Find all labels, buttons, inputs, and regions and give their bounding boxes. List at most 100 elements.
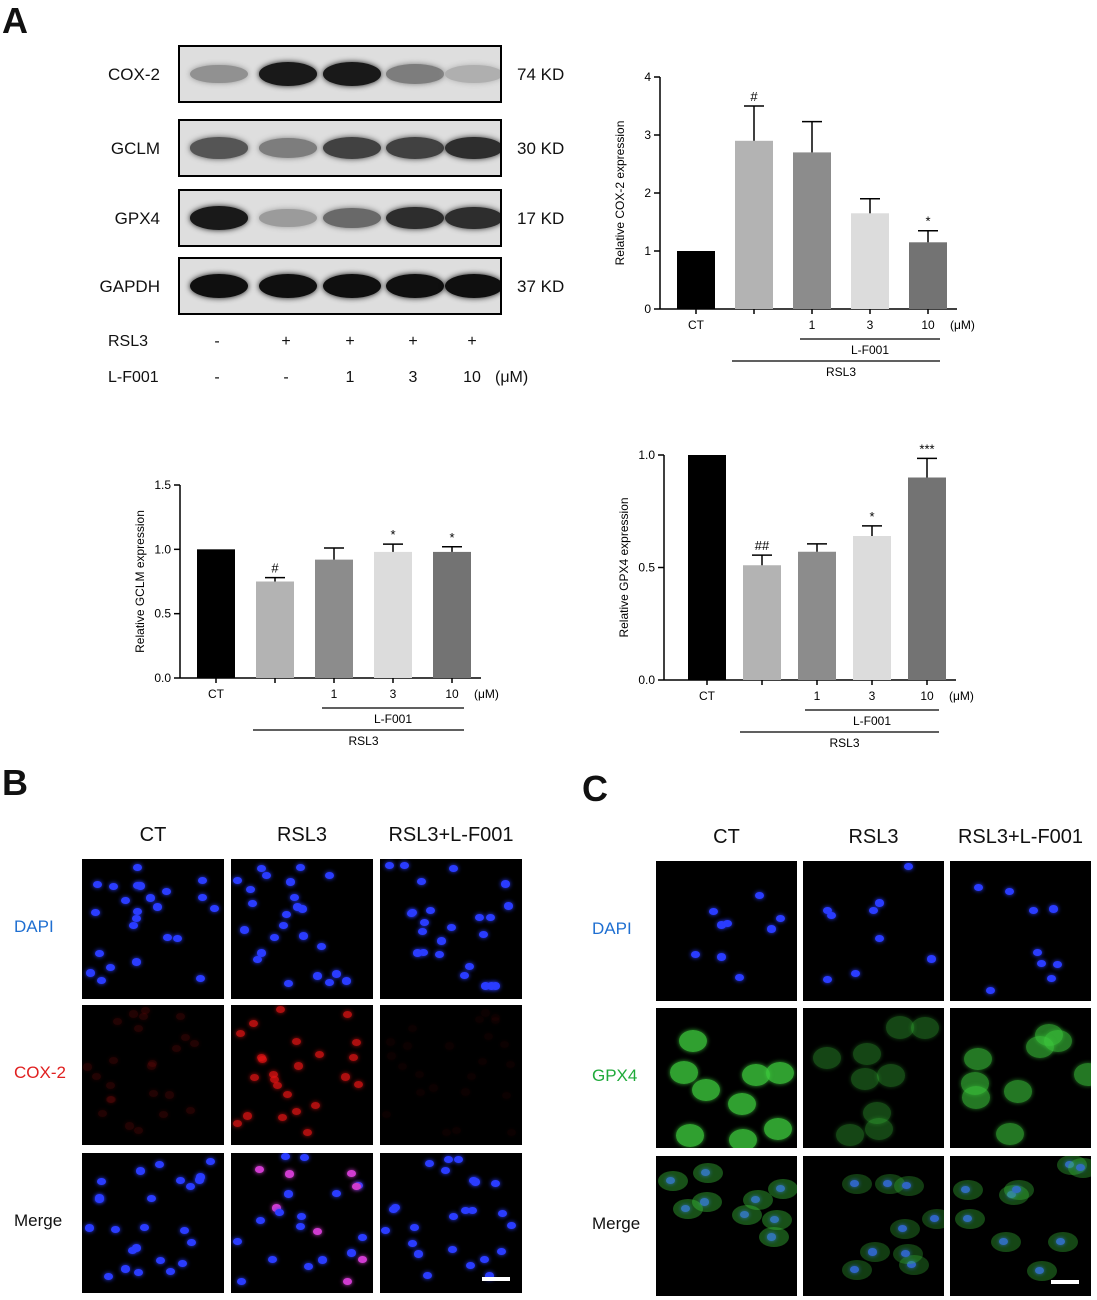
cell <box>478 1058 488 1066</box>
cell <box>236 1277 246 1285</box>
cell-body <box>1027 1260 1058 1281</box>
cell <box>903 863 913 871</box>
cell <box>146 1195 156 1203</box>
cell <box>901 1250 910 1258</box>
cell <box>275 1006 285 1014</box>
x-tick-label: CT <box>208 687 225 701</box>
cell <box>481 982 490 990</box>
blot-protein-label: GPX4 <box>114 209 160 228</box>
row-header: DAPI <box>592 919 632 938</box>
x-tick-label: 10 <box>921 318 935 332</box>
gpx4-bar-chart: 0.0 0.5 1.0 Relative GPX4 expression CT ## 1 * 3… <box>617 441 974 750</box>
cell <box>678 1029 707 1053</box>
micrograph-tile <box>231 859 373 999</box>
cell <box>701 1168 711 1176</box>
y-tick-label: 0.0 <box>638 673 655 687</box>
cell <box>420 919 430 927</box>
micrograph-tile <box>380 859 522 999</box>
cell <box>331 1189 341 1198</box>
cell <box>440 1166 450 1174</box>
cell <box>112 1017 122 1025</box>
scale-bar <box>1051 1280 1079 1284</box>
cell <box>159 1111 168 1119</box>
blot-band <box>259 208 317 228</box>
cell <box>864 1117 893 1141</box>
micrograph-tile <box>380 1153 522 1293</box>
cell <box>964 1047 993 1070</box>
micrograph-tile <box>82 1153 224 1293</box>
blot-kd-label: 74 KD <box>517 65 565 84</box>
cell <box>257 864 267 872</box>
cell <box>194 1176 204 1184</box>
y-tick-label: 4 <box>644 70 651 84</box>
treatment-value: - <box>214 369 220 386</box>
cell <box>483 1033 493 1041</box>
cell <box>412 949 422 957</box>
cell <box>312 972 322 980</box>
cell <box>109 882 119 890</box>
cell <box>735 973 745 982</box>
blot-band <box>445 136 500 160</box>
cell <box>129 1010 139 1018</box>
micrograph-tile <box>950 1156 1091 1296</box>
cell <box>765 1061 794 1085</box>
cell <box>83 1063 93 1071</box>
cell <box>103 1273 113 1281</box>
cell <box>206 1158 216 1166</box>
cell <box>316 942 326 951</box>
blot-kd-label: 30 KD <box>517 139 565 158</box>
micrograph-tile <box>803 1008 944 1148</box>
micrograph-tile <box>82 859 224 999</box>
bar <box>735 140 773 309</box>
cell <box>479 930 489 939</box>
y-tick-label: 1.0 <box>638 448 655 462</box>
cell <box>419 948 429 957</box>
cell <box>95 950 105 958</box>
bracket-outer-label: RSL3 <box>348 734 378 748</box>
row-header: COX-2 <box>14 1063 66 1082</box>
bar <box>908 477 946 680</box>
cell <box>999 1237 1009 1245</box>
x-tick-label: 3 <box>390 687 397 701</box>
cell <box>332 970 342 978</box>
x-tick-label: 1 <box>331 687 338 701</box>
cell <box>414 1071 424 1079</box>
cell <box>186 1106 196 1115</box>
cell <box>499 1041 509 1049</box>
cell-body <box>1003 1179 1034 1200</box>
cell <box>283 1190 293 1198</box>
cell <box>414 1250 424 1258</box>
cell <box>171 1045 181 1053</box>
cell-body <box>768 1178 797 1199</box>
cell <box>409 1223 419 1231</box>
cell-body <box>761 1209 792 1230</box>
blot-band <box>386 274 444 298</box>
cell <box>960 1186 970 1194</box>
cell <box>270 933 280 941</box>
cell <box>292 903 302 911</box>
cell <box>446 924 456 932</box>
cell <box>425 906 435 914</box>
x-tick-label: 10 <box>920 689 934 703</box>
blot-band <box>259 138 317 158</box>
cell <box>242 1112 252 1120</box>
cell <box>962 1214 972 1222</box>
cell <box>106 964 116 972</box>
micrograph-tile <box>231 1005 373 1145</box>
cell <box>248 1019 258 1028</box>
cell <box>165 1267 175 1275</box>
micrograph-tile <box>803 861 944 1001</box>
cell <box>506 1129 516 1137</box>
cell <box>195 974 205 983</box>
cell-body <box>732 1204 763 1225</box>
column-header: CT <box>139 824 167 846</box>
cell <box>423 1271 433 1279</box>
cell <box>165 1091 175 1099</box>
cell-body <box>889 1218 920 1239</box>
cell <box>136 1167 146 1175</box>
cell <box>152 903 162 911</box>
blot-band <box>323 207 381 229</box>
micrograph-tile <box>656 1008 797 1148</box>
y-tick-label: 0 <box>644 302 651 316</box>
unit-label: (μM) <box>474 687 499 701</box>
